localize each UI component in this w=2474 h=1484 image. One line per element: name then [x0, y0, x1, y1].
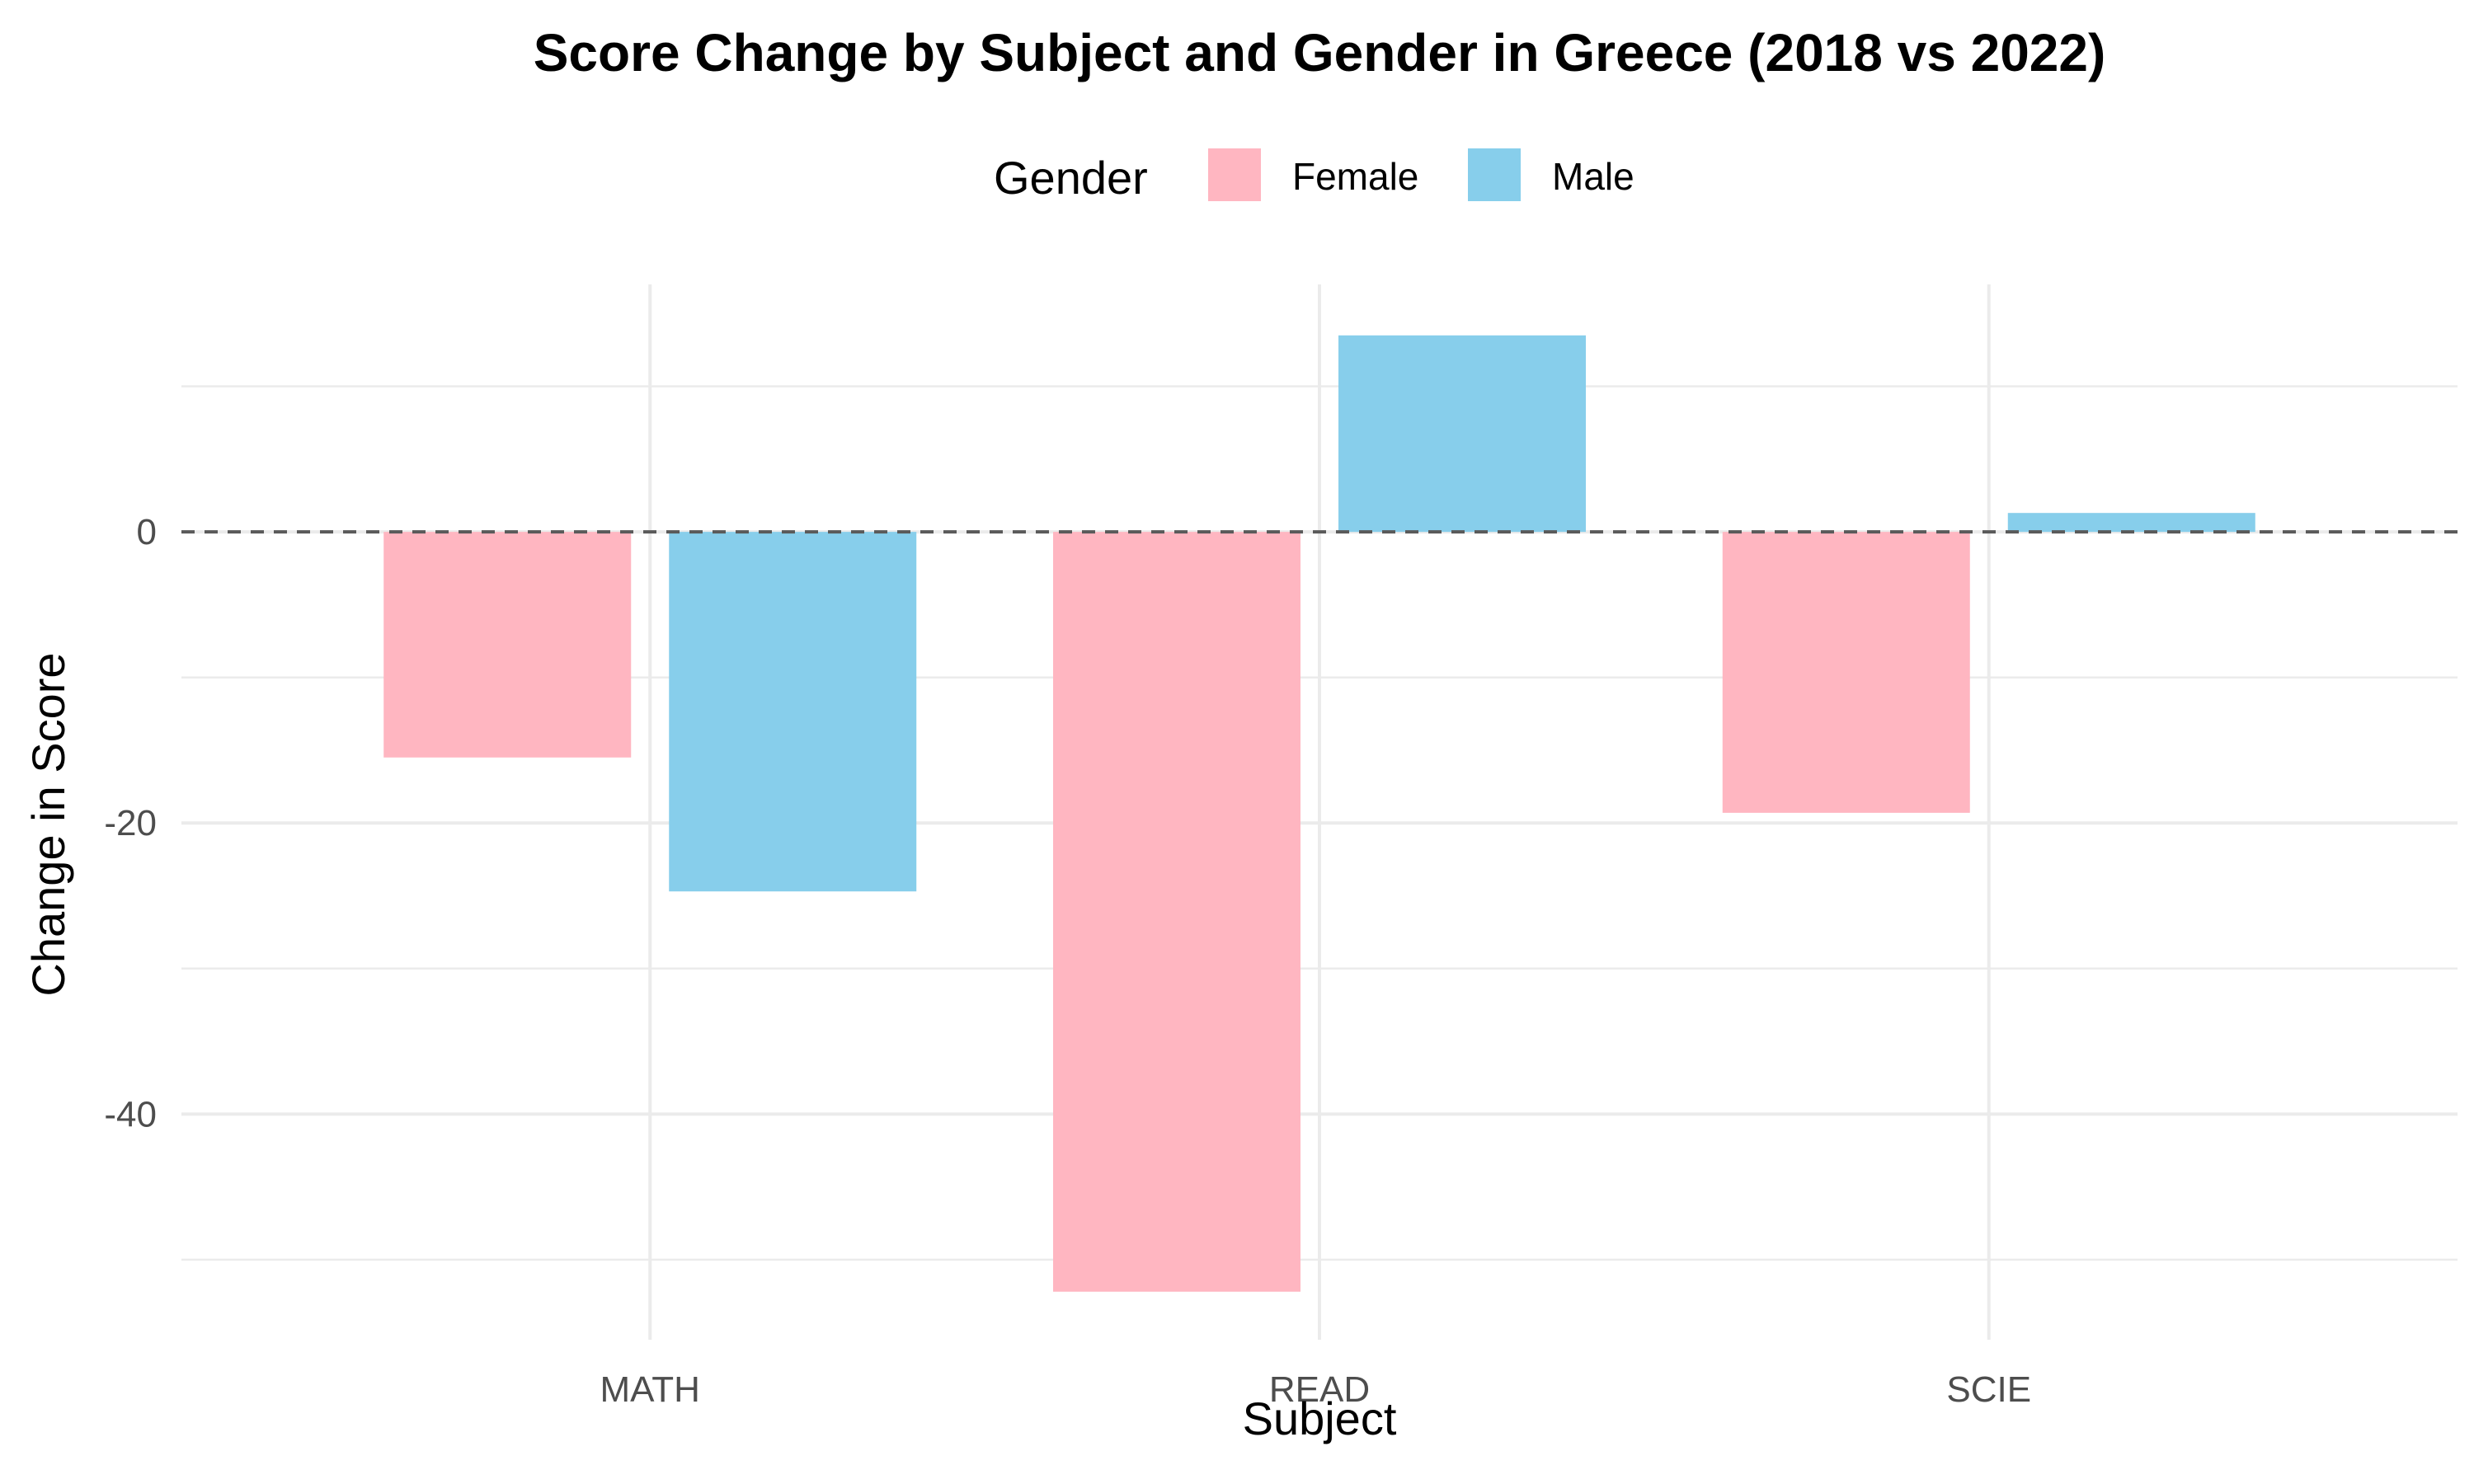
bar-scie-male: [2007, 513, 2255, 533]
x-axis-title: Subject: [1243, 1392, 1397, 1444]
bars: [383, 335, 2255, 1292]
x-axis-ticks: MATH READ SCIE: [600, 1369, 2032, 1410]
chart-title: Score Change by Subject and Gender in Gr…: [534, 23, 2106, 82]
x-tick-label: MATH: [600, 1369, 700, 1410]
legend-swatch-male: [1468, 148, 1521, 201]
y-axis-title: Change in Score: [22, 652, 74, 996]
bar-math-female: [383, 532, 632, 758]
legend-label-female: Female: [1292, 155, 1418, 198]
y-axis-ticks: -40 -20 0: [104, 512, 157, 1134]
x-tick-label: READ: [1269, 1369, 1370, 1410]
grid: [181, 284, 2458, 1340]
y-tick-label: 0: [137, 512, 157, 552]
bar-math-male: [669, 532, 917, 892]
bar-scie-female: [1722, 532, 1970, 813]
bar-read-female: [1053, 532, 1300, 1292]
x-tick-label: SCIE: [1946, 1369, 2031, 1410]
y-tick-label: -40: [104, 1094, 157, 1134]
y-tick-label: -20: [104, 803, 157, 843]
legend: Gender Female Male: [994, 148, 1634, 204]
plot-area: -40 -20 0 MATH READ SCIE: [104, 284, 2458, 1410]
legend-label-male: Male: [1552, 155, 1634, 198]
legend-swatch-female: [1208, 148, 1261, 201]
legend-title: Gender: [994, 152, 1148, 204]
bar-read-male: [1338, 335, 1586, 533]
